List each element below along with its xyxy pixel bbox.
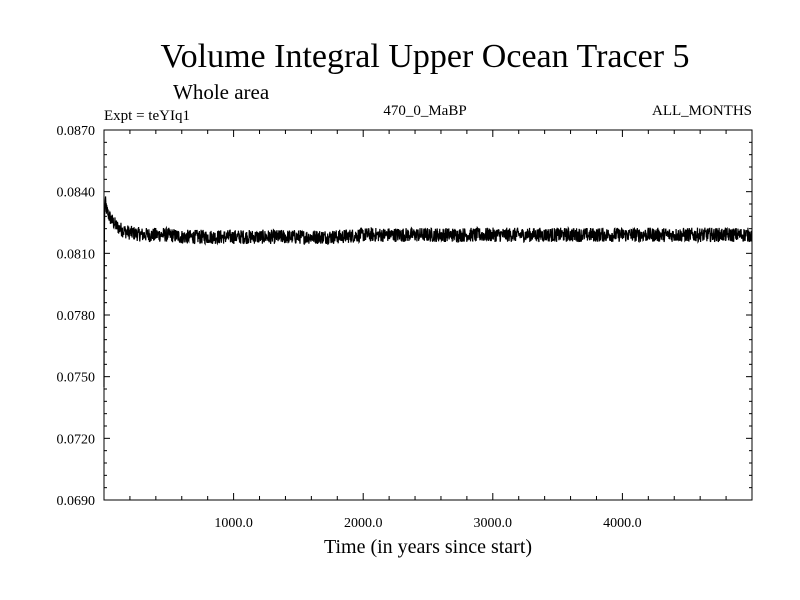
x-tick-label: 4000.0 bbox=[603, 516, 642, 531]
x-tick-label: 2000.0 bbox=[344, 516, 383, 531]
x-tick-label: 1000.0 bbox=[214, 516, 253, 531]
x-axis: 1000.0 2000.0 3000.0 4000.0 bbox=[103, 130, 753, 531]
y-tick-label: 0.0870 bbox=[57, 124, 96, 139]
x-axis-label: Time (in years since start) bbox=[324, 536, 532, 558]
y-tick-label: 0.0840 bbox=[57, 186, 96, 201]
plot-frame bbox=[103, 129, 753, 501]
series-layer bbox=[103, 196, 753, 387]
y-tick-label: 0.0810 bbox=[57, 247, 96, 262]
series-line bbox=[103, 196, 753, 387]
y-tick-label: 0.0780 bbox=[57, 309, 96, 324]
expt-label: Expt = teYIq1 bbox=[104, 108, 190, 124]
chart-subtitle: Whole area bbox=[173, 80, 270, 104]
y-tick-label: 0.0720 bbox=[57, 432, 96, 447]
months-label: ALL_MONTHS bbox=[652, 103, 752, 119]
y-axis: 0.0690 0.0720 0.0750 0.0780 0.0810 0.0840 0.08… bbox=[57, 124, 752, 509]
y-tick-label: 0.0750 bbox=[57, 371, 96, 386]
chart-title: Volume Integral Upper Ocean Tracer 5 bbox=[160, 38, 689, 75]
y-tick-label: 0.0690 bbox=[57, 494, 96, 509]
period-label: 470_0_MaBP bbox=[383, 103, 466, 119]
x-tick-label: 3000.0 bbox=[474, 516, 513, 531]
